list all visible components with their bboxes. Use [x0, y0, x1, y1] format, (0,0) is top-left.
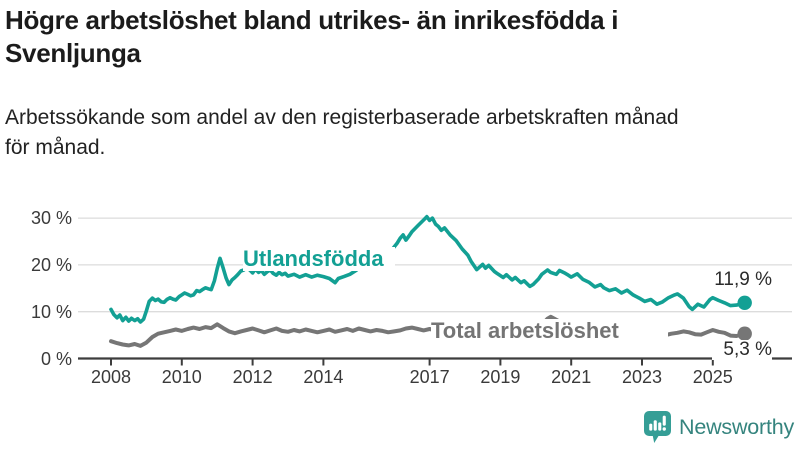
end-value-total-arbetsloshet: 5,3 % — [712, 340, 772, 360]
series-line — [109, 214, 747, 324]
y-tick-label: 0 % — [40, 348, 72, 369]
series-label-total-arbetsloshet: Total arbetslöshet — [431, 319, 668, 343]
x-tick-label: 2017 — [409, 367, 450, 387]
x-tick-label: 2019 — [480, 367, 521, 387]
chart-title: Högre arbetslöshet bland utrikes- än inr… — [5, 5, 619, 68]
x-tick-label: 2023 — [621, 367, 663, 387]
x-tick-label: 2014 — [303, 367, 344, 387]
newsworthy-logo: Newsworthy — [644, 409, 794, 445]
x-tick-label: 2008 — [90, 367, 132, 387]
series-label-utlandsfodda: Utlandsfödda — [243, 247, 395, 271]
newsworthy-logo-text: Newsworthy — [679, 414, 795, 439]
y-tick-label: 30 % — [30, 208, 72, 229]
x-tick-label: 2012 — [232, 367, 273, 387]
y-tick-label: 20 % — [30, 254, 72, 275]
newsworthy-bar-chart-bubble-icon — [644, 410, 671, 443]
series-end-dot — [737, 295, 752, 310]
series-end-dot — [737, 326, 752, 341]
chart-subtitle: Arbetssökande som andel av den registerb… — [5, 106, 679, 159]
x-tick-label: 2021 — [551, 367, 592, 387]
x-tick-label: 2010 — [161, 367, 202, 387]
end-value-utlandsfodda: 11,9 % — [714, 269, 772, 290]
x-tick-label: 2025 — [692, 367, 733, 387]
y-tick-label: 10 % — [30, 301, 72, 322]
